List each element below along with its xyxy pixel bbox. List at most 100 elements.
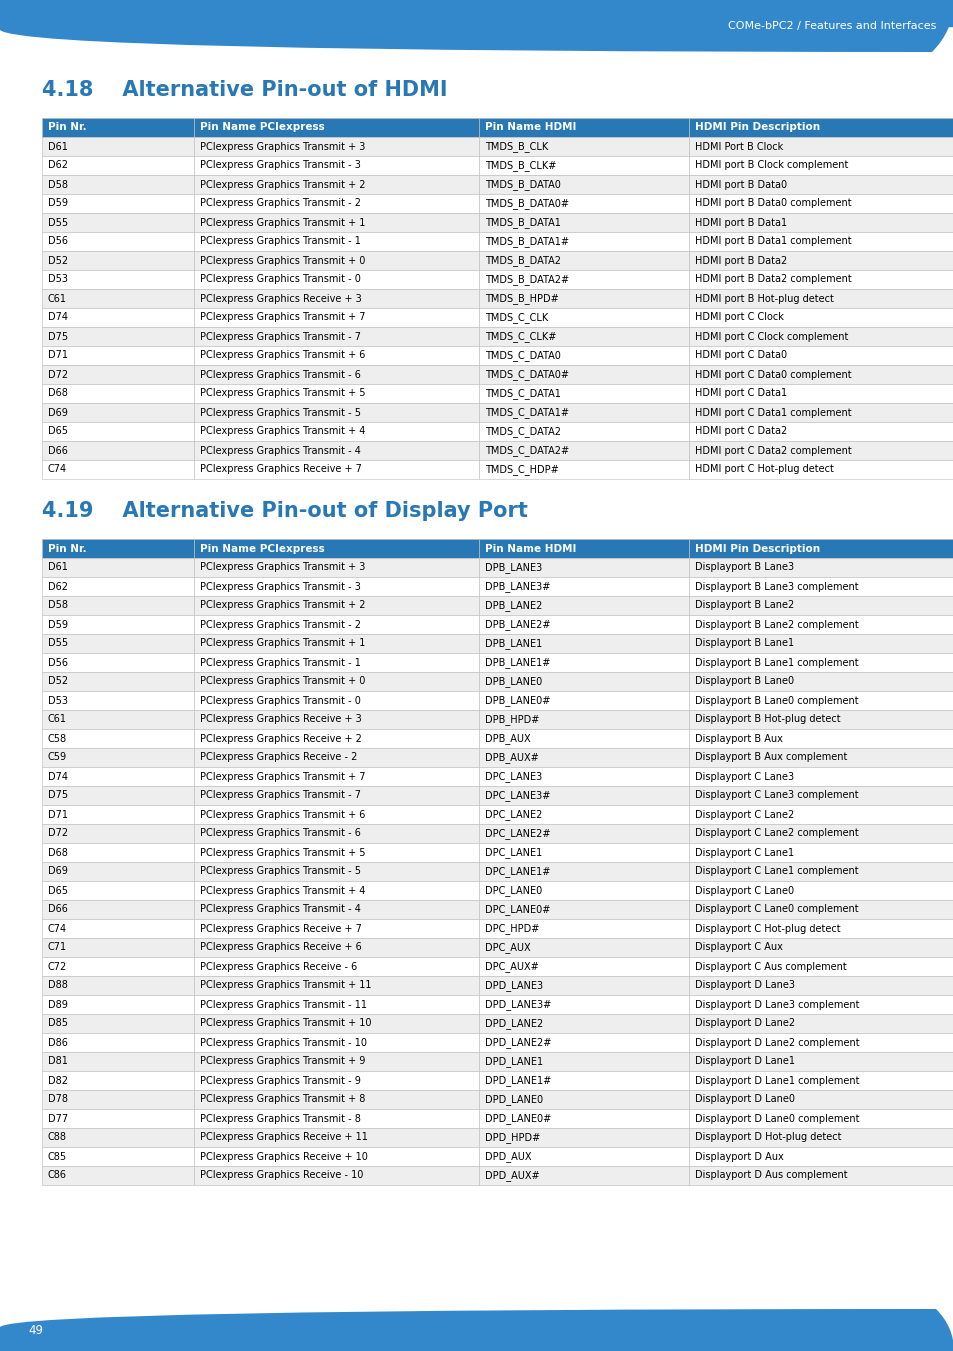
Text: TMDS_C_DATA1: TMDS_C_DATA1: [484, 388, 560, 399]
Bar: [688, 136, 953, 155]
Bar: [42, 862, 193, 881]
Bar: [42, 155, 193, 176]
Bar: [688, 805, 953, 824]
Text: Displayport B Lane1 complement: Displayport B Lane1 complement: [695, 658, 858, 667]
Bar: [193, 1147, 478, 1166]
Bar: [688, 558, 953, 577]
Bar: [42, 1147, 193, 1166]
Bar: [478, 539, 688, 558]
Text: Displayport C Lane3: Displayport C Lane3: [695, 771, 793, 781]
Bar: [193, 1166, 478, 1185]
Text: PCIexpress Graphics Transmit - 11: PCIexpress Graphics Transmit - 11: [200, 1000, 367, 1009]
Text: D85: D85: [48, 1019, 68, 1028]
Text: DPB_AUX: DPB_AUX: [484, 734, 530, 744]
Bar: [478, 403, 688, 422]
Text: DPC_LANE3: DPC_LANE3: [484, 771, 541, 782]
Text: TMDS_C_DATA2#: TMDS_C_DATA2#: [484, 444, 569, 455]
Bar: [193, 900, 478, 919]
Bar: [193, 994, 478, 1015]
Text: DPC_LANE3#: DPC_LANE3#: [484, 790, 550, 801]
Bar: [478, 365, 688, 384]
Text: PCIexpress Graphics Transmit - 4: PCIexpress Graphics Transmit - 4: [200, 446, 360, 455]
Text: D61: D61: [48, 142, 68, 151]
Bar: [42, 440, 193, 459]
Bar: [193, 957, 478, 975]
Bar: [688, 1015, 953, 1034]
Bar: [688, 1090, 953, 1109]
Bar: [688, 459, 953, 480]
Bar: [688, 824, 953, 843]
Bar: [688, 251, 953, 270]
Bar: [688, 615, 953, 634]
Bar: [478, 176, 688, 195]
Text: D62: D62: [48, 161, 68, 170]
Text: TMDS_B_DATA2#: TMDS_B_DATA2#: [484, 274, 569, 285]
Text: TMDS_C_DATA0: TMDS_C_DATA0: [484, 350, 560, 361]
Bar: [478, 213, 688, 232]
Bar: [42, 805, 193, 824]
Bar: [193, 346, 478, 365]
Text: PCIexpress Graphics Transmit - 3: PCIexpress Graphics Transmit - 3: [200, 161, 360, 170]
Bar: [478, 634, 688, 653]
Bar: [42, 251, 193, 270]
Text: DPC_LANE1: DPC_LANE1: [484, 847, 541, 858]
Bar: [478, 308, 688, 327]
Bar: [478, 118, 688, 136]
Text: PCIexpress Graphics Receive + 7: PCIexpress Graphics Receive + 7: [200, 924, 361, 934]
Text: PCIexpress Graphics Transmit + 2: PCIexpress Graphics Transmit + 2: [200, 600, 365, 611]
Bar: [688, 671, 953, 690]
Text: TMDS_B_DATA2: TMDS_B_DATA2: [484, 255, 560, 266]
Text: PCIexpress Graphics Receive - 2: PCIexpress Graphics Receive - 2: [200, 753, 357, 762]
Bar: [193, 634, 478, 653]
Bar: [688, 748, 953, 767]
Text: COMe-bPC2 / Features and Interfaces: COMe-bPC2 / Features and Interfaces: [727, 22, 935, 31]
Text: DPB_LANE2#: DPB_LANE2#: [484, 619, 550, 630]
Bar: [688, 919, 953, 938]
Text: D66: D66: [48, 905, 68, 915]
Bar: [688, 881, 953, 900]
Text: D62: D62: [48, 581, 68, 592]
Text: TMDS_B_CLK: TMDS_B_CLK: [484, 141, 548, 151]
Bar: [42, 1071, 193, 1090]
Bar: [688, 1109, 953, 1128]
Bar: [193, 539, 478, 558]
Text: HDMI port B Data2: HDMI port B Data2: [695, 255, 786, 266]
Bar: [478, 900, 688, 919]
Text: HDMI port C Hot-plug detect: HDMI port C Hot-plug detect: [695, 465, 833, 474]
Bar: [478, 155, 688, 176]
Text: D55: D55: [48, 218, 68, 227]
Text: DPD_LANE0: DPD_LANE0: [484, 1094, 542, 1105]
Text: HDMI port C Clock: HDMI port C Clock: [695, 312, 783, 323]
Text: Displayport C Lane1: Displayport C Lane1: [695, 847, 793, 858]
Bar: [688, 730, 953, 748]
Text: TMDS_B_DATA1#: TMDS_B_DATA1#: [484, 236, 568, 247]
Bar: [42, 195, 193, 213]
Text: Displayport C Hot-plug detect: Displayport C Hot-plug detect: [695, 924, 840, 934]
Bar: [478, 1166, 688, 1185]
Text: DPC_LANE1#: DPC_LANE1#: [484, 866, 550, 877]
Bar: [478, 289, 688, 308]
Text: HDMI port B Data2 complement: HDMI port B Data2 complement: [695, 274, 851, 285]
Bar: [193, 843, 478, 862]
Text: PCIexpress Graphics Receive + 10: PCIexpress Graphics Receive + 10: [200, 1151, 368, 1162]
Bar: [42, 176, 193, 195]
Text: PCIexpress Graphics Transmit + 1: PCIexpress Graphics Transmit + 1: [200, 218, 365, 227]
Text: D75: D75: [48, 331, 68, 342]
Bar: [478, 994, 688, 1015]
Text: Displayport D Lane0: Displayport D Lane0: [695, 1094, 794, 1105]
Text: D89: D89: [48, 1000, 68, 1009]
Text: D74: D74: [48, 771, 68, 781]
Bar: [42, 1015, 193, 1034]
Text: PCIexpress Graphics Transmit + 10: PCIexpress Graphics Transmit + 10: [200, 1019, 371, 1028]
Bar: [42, 1052, 193, 1071]
Bar: [42, 213, 193, 232]
Text: TMDS_C_DATA0#: TMDS_C_DATA0#: [484, 369, 568, 380]
Bar: [193, 653, 478, 671]
Text: Displayport D Lane1: Displayport D Lane1: [695, 1056, 794, 1066]
Bar: [42, 346, 193, 365]
Bar: [688, 862, 953, 881]
Text: DPB_LANE3: DPB_LANE3: [484, 562, 541, 573]
Text: Displayport B Lane3: Displayport B Lane3: [695, 562, 793, 573]
Bar: [688, 213, 953, 232]
Text: D52: D52: [48, 255, 68, 266]
